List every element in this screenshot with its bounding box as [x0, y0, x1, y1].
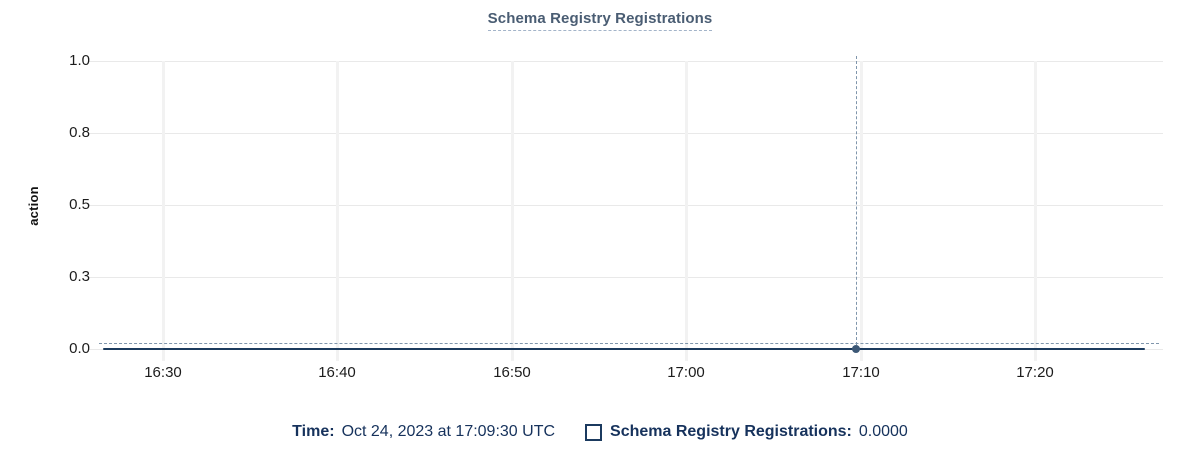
series-line-schema-registry-registrations: [103, 348, 1145, 350]
legend-series-value: 0.0000: [858, 423, 908, 440]
x-tick-label: 16:50: [493, 364, 531, 381]
x-tick-label: 17:10: [842, 364, 880, 381]
gridline-vertical: [162, 61, 165, 361]
x-tick-label: 16:40: [318, 364, 356, 381]
tooltip-time-label: Time:: [292, 423, 335, 440]
legend-series-checkbox[interactable]: [585, 423, 603, 441]
gridline-vertical: [336, 61, 339, 361]
gridline-horizontal: [89, 133, 1163, 134]
chart-title-row: Schema Registry Registrations: [0, 10, 1200, 31]
crosshair-vertical-line: [856, 56, 857, 350]
legend-series-label[interactable]: Schema Registry Registrations:: [610, 423, 852, 440]
tooltip-time-value: Oct 24, 2023 at 17:09:30 UTC: [341, 423, 556, 440]
y-tick-label: 0.8: [69, 124, 90, 141]
crosshair-horizontal-line: [99, 343, 1159, 344]
gridline-horizontal: [89, 205, 1163, 206]
gridline-vertical: [511, 61, 514, 361]
gridline-vertical: [685, 61, 688, 361]
gridline-horizontal: [89, 277, 1163, 278]
hovered-data-point: [852, 345, 860, 353]
x-tick-label: 16:30: [144, 364, 182, 381]
x-tick-label: 17:00: [667, 364, 705, 381]
tooltip-legend-row: Time: Oct 24, 2023 at 17:09:30 UTC Schem…: [0, 420, 1200, 444]
gridline-vertical: [860, 61, 863, 361]
chart-title[interactable]: Schema Registry Registrations: [487, 10, 713, 31]
y-tick-label: 0.0: [69, 340, 90, 357]
gridline-vertical: [1034, 61, 1037, 361]
y-tick-label: 1.0: [69, 52, 90, 69]
y-tick-label: 0.3: [69, 268, 90, 285]
gridline-horizontal: [89, 61, 1163, 62]
y-tick-label: 0.5: [69, 196, 90, 213]
plot-area[interactable]: [89, 56, 1163, 361]
x-tick-label: 17:20: [1016, 364, 1054, 381]
